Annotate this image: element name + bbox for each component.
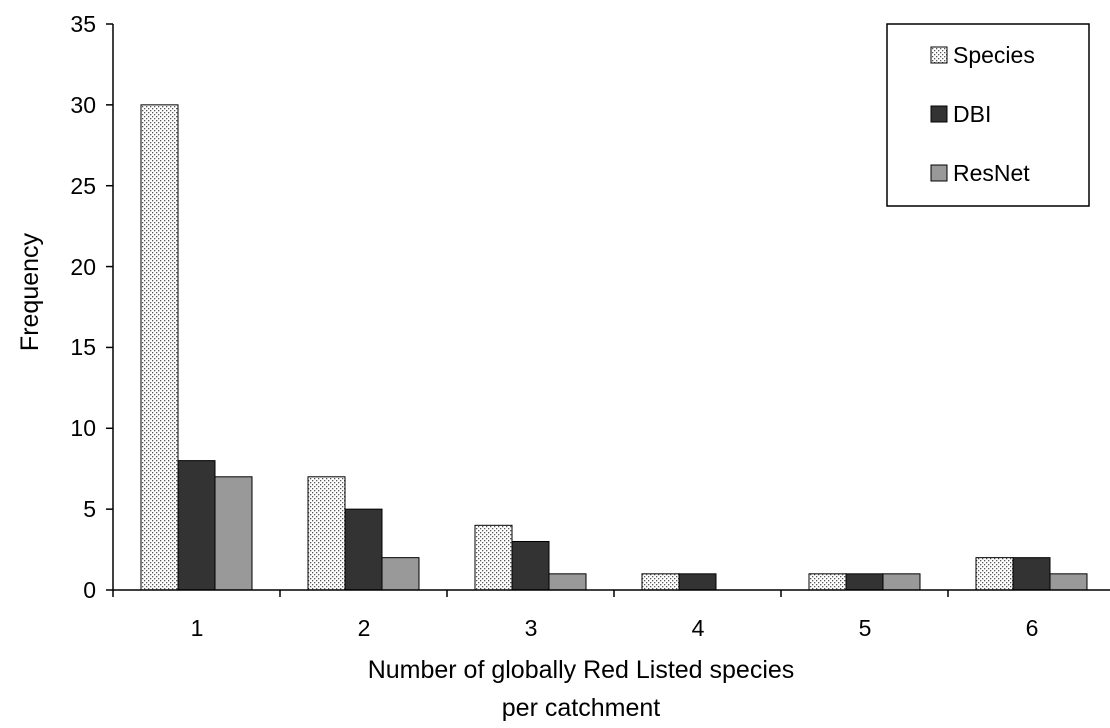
x-axis-title-line-2: per catchment [502, 694, 660, 722]
legend-label-species: Species [953, 42, 1035, 68]
y-tick-label: 30 [70, 92, 96, 118]
bar-species-2 [307, 476, 346, 591]
bar-dbi-6 [1012, 557, 1051, 591]
y-tick-label: 0 [83, 577, 96, 603]
bar-dbi-3 [511, 540, 550, 591]
x-tick-label: 5 [859, 615, 872, 641]
x-tick-label: 3 [525, 615, 538, 641]
y-tick-label: 35 [70, 11, 96, 37]
legend-swatch-dbi [930, 105, 948, 123]
x-ticks-group [112, 590, 949, 597]
bar-resnet-1 [214, 476, 253, 591]
legend: Species DBI ResNet [886, 23, 1090, 207]
legend-label-resnet: ResNet [953, 160, 1030, 186]
x-tick-labels: 1 2 3 4 5 6 [191, 615, 1039, 641]
bar-species-5 [808, 573, 847, 591]
bar-species-3 [474, 524, 513, 591]
bar-resnet-2 [381, 557, 420, 591]
y-tick-label: 5 [83, 496, 96, 522]
y-tick-label: 25 [70, 173, 96, 199]
bar-dbi-2 [344, 508, 383, 591]
legend-swatch-resnet [930, 164, 948, 182]
x-tick-label: 6 [1026, 615, 1039, 641]
x-tick-label: 4 [692, 615, 705, 641]
legend-label-dbi: DBI [953, 101, 991, 127]
x-axis-title-line-1: Number of globally Red Listed species [368, 656, 795, 684]
bar-species-1 [140, 104, 179, 591]
axes-group [106, 23, 1110, 597]
bar-resnet-3 [548, 573, 587, 591]
y-tick-label: 10 [70, 415, 96, 441]
y-ticks-group [106, 23, 113, 591]
legend-box [886, 23, 1090, 207]
y-tick-label: 20 [70, 254, 96, 280]
bar-dbi-4 [678, 573, 717, 591]
bars-group [140, 104, 1088, 591]
x-tick-label: 1 [191, 615, 204, 641]
bar-resnet-5 [882, 573, 921, 591]
bar-species-4 [641, 573, 680, 591]
bar-dbi-5 [845, 573, 884, 591]
legend-swatch-species [930, 46, 948, 64]
x-tick-label: 2 [358, 615, 371, 641]
bar-species-6 [975, 557, 1014, 591]
bar-dbi-1 [177, 460, 216, 591]
y-axis-title: Frequency [16, 232, 44, 351]
y-tick-label: 15 [70, 334, 96, 360]
bar-resnet-6 [1049, 573, 1088, 591]
y-tick-labels: 0 5 10 15 20 25 30 35 [70, 11, 96, 603]
